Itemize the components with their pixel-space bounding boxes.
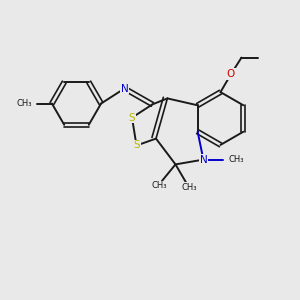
Text: CH₃: CH₃ [181,183,197,192]
Text: N: N [121,83,128,94]
Text: N: N [121,83,128,94]
Text: CH₃: CH₃ [17,99,32,108]
Text: S: S [133,140,140,151]
Text: O: O [227,69,235,79]
Text: CH₃: CH₃ [151,182,167,190]
Text: S: S [129,112,135,123]
Text: CH₃: CH₃ [229,155,244,164]
Text: N: N [200,154,207,165]
